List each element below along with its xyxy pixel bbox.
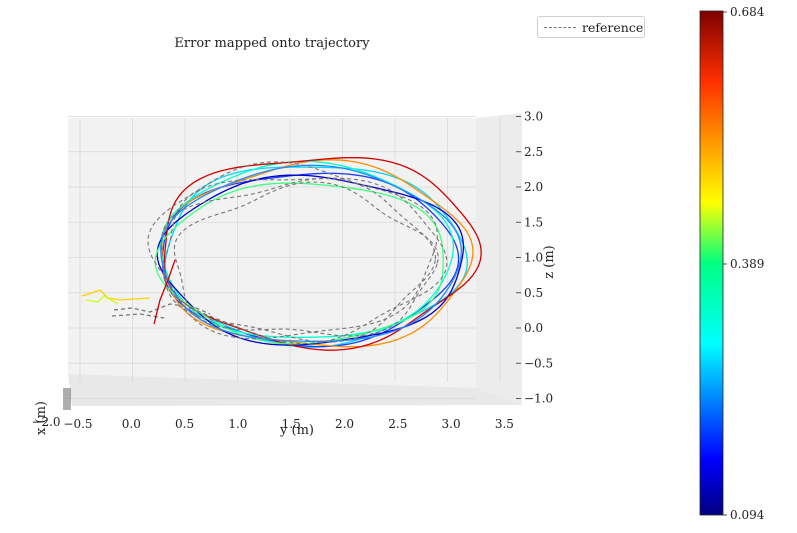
error-trajectory-line bbox=[163, 156, 482, 351]
z-tick-label: 1.0 bbox=[524, 251, 543, 265]
trajectory-start-segment bbox=[153, 259, 176, 325]
y-tick-label: 2.5 bbox=[388, 417, 407, 431]
trajectory-start-segment bbox=[85, 295, 119, 305]
z-tick-label: −1.0 bbox=[524, 392, 553, 406]
plot-panes bbox=[68, 113, 522, 406]
z-axis-label: z (m) bbox=[542, 245, 557, 278]
floor-pane bbox=[68, 374, 522, 406]
colorbar-tick-mid: 0.389 bbox=[730, 257, 764, 271]
y-axis-ticks: −0.5 0.0 0.5 1.0 1.5 2.0 2.5 3.0 3.5 bbox=[63, 417, 514, 431]
z-axis-ticks: −1.0 −0.5 0.0 0.5 1.0 1.5 2.0 2.5 3.0 bbox=[516, 110, 553, 406]
z-tick-label: 0.0 bbox=[524, 321, 543, 335]
colorbar: 0.684 0.389 0.094 bbox=[699, 5, 765, 522]
error-trajectory-line bbox=[156, 174, 465, 346]
legend-label-reference: reference bbox=[582, 19, 644, 35]
trajectories bbox=[81, 156, 482, 351]
z-tick-label: −0.5 bbox=[524, 356, 553, 370]
z-tick-label: 1.5 bbox=[524, 215, 543, 229]
error-trajectory-line bbox=[164, 166, 468, 348]
legend-swatch-reference bbox=[544, 26, 576, 28]
y-tick-label: 1.0 bbox=[228, 417, 247, 431]
error-trajectory-line bbox=[160, 164, 462, 342]
reference-start-segment bbox=[113, 303, 211, 315]
y-tick-label: −0.5 bbox=[63, 417, 92, 431]
z-tick-label: 3.0 bbox=[524, 110, 543, 124]
y-tick-label: 3.5 bbox=[495, 417, 514, 431]
legend: reference bbox=[537, 16, 645, 38]
z-tick-label: 2.5 bbox=[524, 145, 543, 159]
back-pane bbox=[68, 118, 476, 388]
x-axis-ticks: −2.0 bbox=[31, 388, 71, 429]
gridlines bbox=[68, 116, 501, 399]
side-pane bbox=[476, 113, 522, 405]
colorbar-tick-max: 0.684 bbox=[730, 5, 765, 19]
colorbar-gradient bbox=[699, 10, 724, 516]
y-tick-label: 2.0 bbox=[335, 417, 354, 431]
colorbar-tick-min: 0.094 bbox=[730, 508, 765, 522]
z-tick-label: 2.0 bbox=[524, 180, 543, 194]
svg-text:−2.0: −2.0 bbox=[31, 415, 60, 429]
reference-trajectory-line bbox=[147, 161, 438, 340]
z-tick-label: 0.5 bbox=[524, 286, 543, 300]
y-axis-label: y (m) bbox=[279, 423, 314, 438]
x-axis-label: x (m) bbox=[34, 401, 49, 435]
chart-title: Error mapped onto trajectory bbox=[174, 36, 370, 51]
y-tick-label: 0.0 bbox=[122, 417, 141, 431]
y-tick-label: 0.5 bbox=[175, 417, 194, 431]
reference-trajectory-line bbox=[161, 177, 436, 343]
reference-trajectory-line bbox=[173, 181, 439, 337]
y-tick-label: 3.0 bbox=[442, 417, 461, 431]
y-tick-label: 1.5 bbox=[282, 417, 301, 431]
